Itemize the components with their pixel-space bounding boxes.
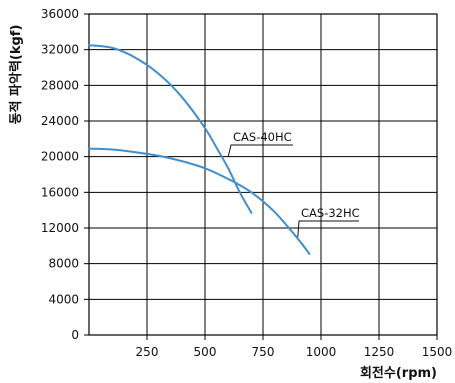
- annotations: CAS-40HC CAS-32HC: [227, 130, 360, 237]
- y-tick-label: 32000: [41, 43, 79, 57]
- x-tick-label: 500: [194, 345, 217, 359]
- y-tick-label: 36000: [41, 7, 79, 21]
- plot-frame: [88, 13, 438, 336]
- y-tick-label: 4000: [48, 292, 79, 306]
- y-axis-title: 동적 파악력(kgf): [8, 25, 24, 125]
- annotation-label-cas-40hc: CAS-40HC: [233, 130, 292, 144]
- series-line-cas-40hc: [88, 44, 253, 214]
- series-lines: [88, 44, 311, 255]
- tick-labels: 0 4000 8000 12000 16000 20000 24000 28000 32000 3…: [41, 7, 452, 359]
- x-tick-label: 250: [136, 345, 159, 359]
- annotation-label-cas-32hc: CAS-32HC: [301, 206, 360, 220]
- y-tick-label: 0: [71, 328, 79, 342]
- y-tick-label: 16000: [41, 185, 79, 199]
- y-tick-label: 12000: [41, 221, 79, 235]
- x-tick-label: 750: [252, 345, 275, 359]
- x-axis-title: 회전수(rpm): [360, 365, 437, 381]
- annotation-leader-cas-40hc: [227, 144, 293, 157]
- x-tick-label: 1250: [364, 345, 395, 359]
- y-tick-label: 8000: [48, 257, 79, 271]
- x-tick-label: 1500: [422, 345, 453, 359]
- y-tick-label: 20000: [41, 150, 79, 164]
- x-tick-label: 1000: [306, 345, 337, 359]
- axes: [84, 13, 438, 340]
- series-line-cas-32hc: [88, 147, 311, 255]
- y-tick-label: 24000: [41, 114, 79, 128]
- y-tick-label: 28000: [41, 78, 79, 92]
- annotation-leader-cas-32hc: [297, 220, 359, 237]
- grid-lines: [89, 14, 437, 335]
